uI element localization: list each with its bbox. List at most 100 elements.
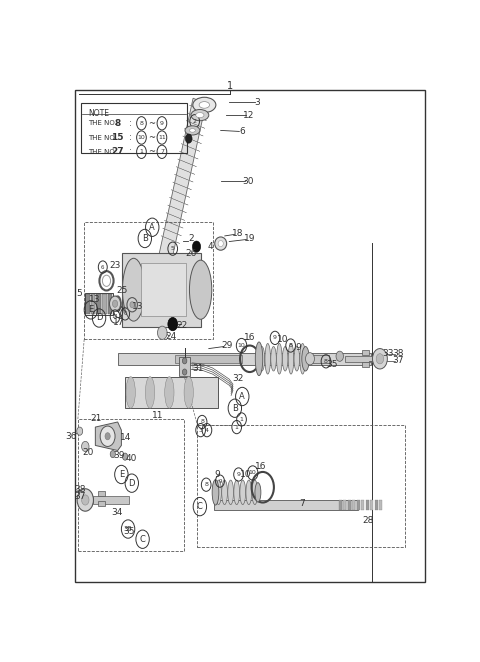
- Text: 18: 18: [232, 229, 243, 238]
- Text: 35: 35: [124, 526, 132, 532]
- Text: 32: 32: [232, 374, 243, 383]
- Text: 14: 14: [120, 433, 131, 442]
- Ellipse shape: [127, 298, 137, 312]
- Polygon shape: [159, 98, 206, 260]
- Text: 9: 9: [215, 470, 220, 479]
- Bar: [197, 425, 405, 547]
- Polygon shape: [174, 174, 193, 182]
- Circle shape: [372, 349, 387, 369]
- Text: 8: 8: [140, 120, 144, 126]
- Ellipse shape: [165, 377, 174, 408]
- Text: ~: ~: [148, 133, 156, 142]
- Text: :: :: [129, 133, 132, 142]
- Text: 3: 3: [199, 428, 203, 433]
- Ellipse shape: [255, 342, 263, 375]
- Text: 9: 9: [218, 479, 222, 484]
- Text: D: D: [129, 479, 135, 488]
- Polygon shape: [168, 205, 187, 213]
- Circle shape: [122, 453, 128, 460]
- Bar: [84, 222, 213, 340]
- Text: B: B: [142, 234, 148, 243]
- Text: 10: 10: [277, 335, 289, 344]
- Circle shape: [77, 427, 83, 435]
- Bar: [98, 501, 105, 506]
- Ellipse shape: [282, 346, 288, 371]
- Text: 1: 1: [235, 424, 239, 430]
- Ellipse shape: [300, 344, 305, 374]
- Text: 2: 2: [192, 118, 197, 124]
- Text: 26: 26: [186, 250, 197, 258]
- Text: 5: 5: [171, 246, 175, 251]
- Text: 21: 21: [90, 414, 102, 423]
- Text: 8: 8: [324, 359, 328, 364]
- Text: 5: 5: [76, 289, 82, 298]
- Text: 36: 36: [65, 432, 77, 441]
- Bar: [98, 491, 105, 496]
- Bar: [366, 500, 369, 510]
- Polygon shape: [163, 228, 181, 236]
- Text: 19: 19: [244, 234, 255, 243]
- Ellipse shape: [252, 480, 258, 504]
- Text: E: E: [88, 305, 94, 314]
- Ellipse shape: [184, 377, 193, 408]
- Text: 9: 9: [295, 342, 301, 352]
- Circle shape: [105, 433, 110, 440]
- Text: 6: 6: [240, 127, 245, 136]
- Bar: [348, 500, 351, 510]
- Polygon shape: [173, 182, 192, 190]
- Text: 40: 40: [126, 453, 137, 463]
- Polygon shape: [96, 422, 121, 451]
- Text: ~: ~: [148, 148, 156, 156]
- Circle shape: [82, 495, 89, 505]
- Ellipse shape: [126, 377, 135, 408]
- Ellipse shape: [196, 113, 204, 118]
- Ellipse shape: [246, 480, 252, 504]
- Bar: [118, 353, 371, 365]
- Ellipse shape: [218, 240, 223, 247]
- Text: 22: 22: [176, 320, 188, 330]
- Text: 17: 17: [113, 318, 124, 327]
- Text: 27: 27: [111, 148, 124, 156]
- Bar: [179, 357, 190, 376]
- Text: 10: 10: [138, 135, 145, 140]
- Polygon shape: [171, 190, 190, 197]
- Bar: [125, 377, 218, 408]
- Text: 11: 11: [111, 314, 119, 319]
- Polygon shape: [169, 197, 188, 205]
- Text: 2: 2: [188, 234, 194, 243]
- Text: 33: 33: [383, 349, 394, 358]
- Circle shape: [182, 357, 187, 364]
- Text: 38: 38: [75, 485, 86, 495]
- Text: 6: 6: [123, 311, 127, 316]
- Text: 13: 13: [132, 302, 144, 310]
- Ellipse shape: [145, 377, 155, 408]
- Circle shape: [100, 426, 115, 446]
- Bar: [352, 500, 355, 510]
- Bar: [141, 263, 186, 316]
- Ellipse shape: [265, 344, 271, 374]
- Circle shape: [77, 489, 94, 511]
- Polygon shape: [166, 213, 185, 220]
- Text: 8: 8: [115, 118, 121, 128]
- Text: NOTE: NOTE: [88, 109, 109, 118]
- Text: 9: 9: [160, 120, 164, 126]
- Bar: [375, 500, 378, 510]
- Ellipse shape: [112, 300, 118, 307]
- Ellipse shape: [271, 346, 276, 371]
- Polygon shape: [184, 128, 203, 136]
- Text: 11: 11: [158, 135, 166, 140]
- Text: 30: 30: [242, 177, 253, 186]
- Bar: [94, 496, 129, 504]
- Circle shape: [168, 318, 178, 331]
- Text: THE NO.: THE NO.: [88, 149, 117, 155]
- Bar: [344, 500, 347, 510]
- Ellipse shape: [259, 346, 264, 371]
- Polygon shape: [161, 236, 180, 244]
- Text: 35: 35: [123, 527, 134, 536]
- Ellipse shape: [276, 344, 282, 374]
- Circle shape: [185, 134, 192, 143]
- Text: 25: 25: [117, 287, 128, 295]
- Text: 34: 34: [112, 508, 123, 517]
- Text: 37: 37: [75, 492, 86, 501]
- Text: 7: 7: [160, 150, 164, 154]
